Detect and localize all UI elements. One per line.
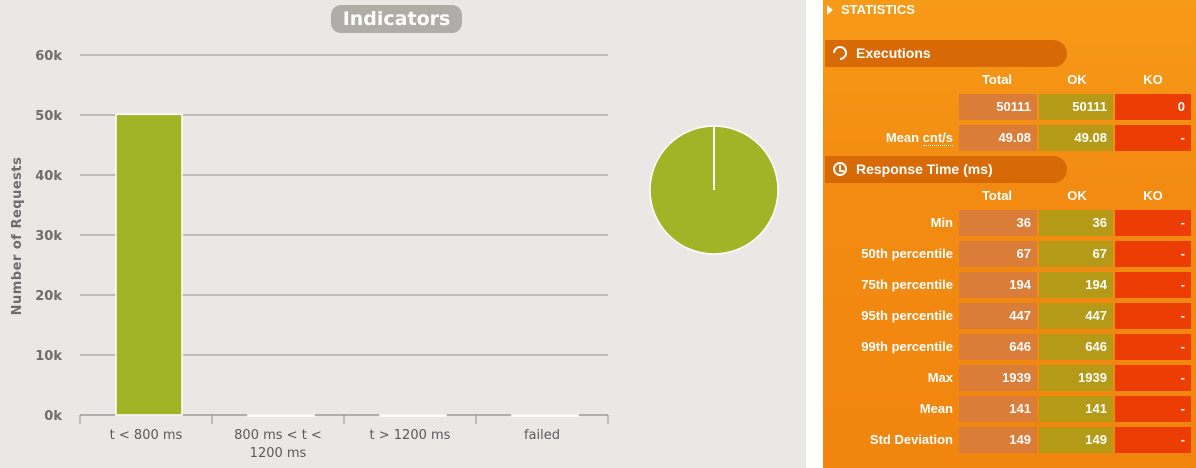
y-tick-label: 30k bbox=[35, 229, 62, 244]
response-time-total-cell: 141 bbox=[959, 396, 1037, 422]
executions-title: Executions bbox=[856, 45, 931, 61]
y-tick-label: 60k bbox=[35, 49, 62, 64]
response-col-ko: KO bbox=[1143, 188, 1163, 203]
x-category-label: t < 800 ms bbox=[110, 428, 183, 443]
mean-cnt-ok-cell: 49.08 bbox=[1039, 125, 1113, 151]
chart-y-ticks: 0k 10k 20k 30k 40k 50k 60k bbox=[35, 49, 62, 424]
response-time-ok-cell: 149 bbox=[1039, 427, 1113, 453]
response-time-row-label: Std Deviation bbox=[869, 432, 953, 447]
response-time-row-label: 95th percentile bbox=[861, 308, 953, 323]
executions-total-cell: 50111 bbox=[959, 94, 1037, 120]
y-tick-label: 20k bbox=[35, 289, 62, 304]
chart-y-axis-label: Number of Requests bbox=[10, 157, 25, 316]
statistics-header-label: STATISTICS bbox=[841, 2, 915, 17]
indicators-chart: 0k 10k 20k 30k 40k 50k 60k t < 800 ms 800 ms < … bbox=[10, 49, 779, 461]
mean-cnt-total-cell: 49.08 bbox=[959, 125, 1037, 151]
response-col-total: Total bbox=[981, 188, 1013, 203]
response-time-total-cell: 447 bbox=[959, 303, 1037, 329]
response-time-total-cell: 194 bbox=[959, 272, 1037, 298]
response-time-total-cell: 67 bbox=[959, 241, 1037, 267]
response-time-ok-cell: 194 bbox=[1039, 272, 1113, 298]
response-time-ok-cell: 141 bbox=[1039, 396, 1113, 422]
response-time-section-bar: Response Time (ms) bbox=[825, 156, 1067, 183]
mean-cnt-label: Mean cnt/s bbox=[823, 125, 953, 151]
response-time-ko-cell: - bbox=[1115, 303, 1191, 329]
response-time-ok-cell: 36 bbox=[1039, 210, 1113, 236]
response-time-row-label: 75th percentile bbox=[861, 277, 953, 292]
response-time-ko-cell: - bbox=[1115, 427, 1191, 453]
response-time-ko-cell: - bbox=[1115, 396, 1191, 422]
executions-col-ko: KO bbox=[1143, 72, 1163, 87]
y-tick-label: 50k bbox=[35, 109, 62, 124]
response-time-ok-cell: 1939 bbox=[1039, 365, 1113, 391]
bar bbox=[379, 414, 447, 417]
y-tick-label: 0k bbox=[44, 409, 62, 424]
executions-ko-cell: 0 bbox=[1115, 94, 1191, 120]
response-time-row-label: 99th percentile bbox=[861, 339, 953, 354]
bar bbox=[247, 414, 315, 417]
executions-ok-cell: 50111 bbox=[1039, 94, 1113, 120]
bar bbox=[115, 113, 183, 416]
executions-section-bar: Executions bbox=[825, 40, 1067, 67]
response-time-row-label: Mean bbox=[919, 401, 953, 416]
refresh-icon bbox=[830, 43, 850, 63]
y-tick-label: 40k bbox=[35, 169, 62, 184]
panel-gap bbox=[806, 0, 823, 468]
x-category-label: failed bbox=[524, 428, 560, 443]
response-time-total-cell: 149 bbox=[959, 427, 1037, 453]
response-time-ok-cell: 646 bbox=[1039, 334, 1113, 360]
statistics-panel: STATISTICS Executions Total OK KO 50111 … bbox=[823, 0, 1196, 468]
response-time-ko-cell: - bbox=[1115, 334, 1191, 360]
bar bbox=[511, 414, 579, 417]
response-time-row-label: Max bbox=[927, 370, 953, 385]
response-time-ko-cell: - bbox=[1115, 272, 1191, 298]
y-tick-label: 10k bbox=[35, 349, 62, 364]
statistics-header[interactable]: STATISTICS bbox=[827, 0, 915, 20]
mean-cnt-label-unit: cnt/s bbox=[922, 130, 953, 146]
response-col-ok: OK bbox=[1067, 188, 1087, 203]
mean-cnt-label-prefix: Mean bbox=[885, 130, 923, 145]
x-category-label: t > 1200 ms bbox=[370, 428, 451, 443]
triangle-right-icon bbox=[827, 5, 833, 15]
chart-x-categories: t < 800 ms 800 ms < t <1200 ms t > 1200 ms… bbox=[110, 428, 560, 461]
executions-col-total: Total bbox=[981, 72, 1013, 87]
response-time-total-cell: 36 bbox=[959, 210, 1037, 236]
response-time-ok-cell: 67 bbox=[1039, 241, 1113, 267]
x-category-label: 800 ms < t <1200 ms bbox=[234, 428, 322, 461]
response-time-total-cell: 646 bbox=[959, 334, 1037, 360]
mean-cnt-ko-cell: - bbox=[1115, 125, 1191, 151]
chart-bars bbox=[115, 113, 579, 417]
response-time-row-label: 50th percentile bbox=[861, 246, 953, 261]
indicators-pie-chart bbox=[649, 125, 779, 255]
executions-col-ok: OK bbox=[1067, 72, 1087, 87]
response-time-ok-cell: 447 bbox=[1039, 303, 1113, 329]
response-time-ko-cell: - bbox=[1115, 365, 1191, 391]
response-time-title: Response Time (ms) bbox=[856, 161, 993, 177]
clock-icon bbox=[833, 162, 847, 176]
response-time-row-label: Min bbox=[930, 215, 953, 230]
response-time-ko-cell: - bbox=[1115, 241, 1191, 267]
chart-title: Indicators bbox=[331, 5, 462, 33]
response-time-ko-cell: - bbox=[1115, 210, 1191, 236]
response-time-total-cell: 1939 bbox=[959, 365, 1037, 391]
